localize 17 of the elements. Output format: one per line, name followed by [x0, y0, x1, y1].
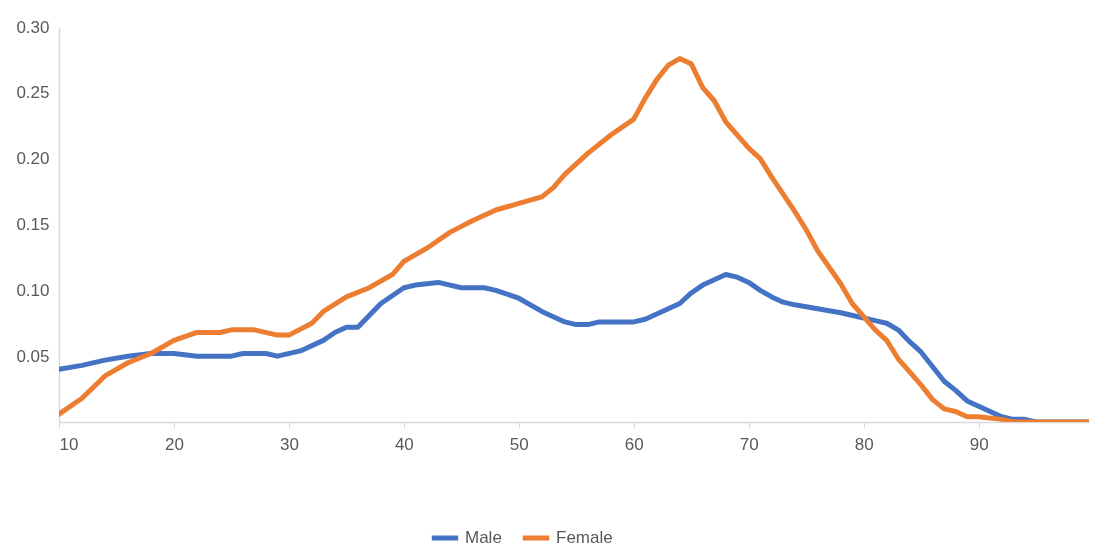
x-tick-label: 30 — [279, 434, 299, 454]
x-tick-label: 10 — [59, 434, 79, 454]
y-tick-label: 0.20 — [16, 149, 50, 169]
y-tick-label: 0.15 — [16, 215, 50, 234]
x-tick-label: 40 — [394, 434, 414, 454]
x-tick-label: 50 — [509, 434, 529, 454]
legend-label: Female — [556, 528, 613, 547]
legend-label: Male — [465, 528, 502, 547]
x-tick-label: 90 — [969, 434, 989, 454]
y-tick-label: 0.25 — [16, 83, 50, 103]
y-tick-label: 0.30 — [16, 17, 50, 37]
x-tick-label: 60 — [624, 434, 644, 454]
x-tick-label: 70 — [739, 434, 759, 454]
y-tick-label: 0.05 — [16, 346, 50, 366]
x-tick-label: 80 — [854, 434, 874, 454]
y-tick-label: 0.10 — [16, 280, 50, 300]
x-tick-label: 20 — [164, 434, 184, 454]
